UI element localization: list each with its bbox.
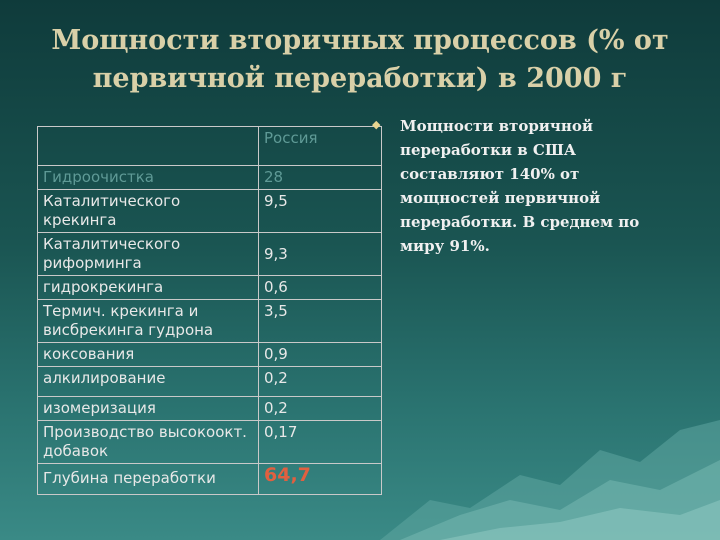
process-value-cell: 0,2 [258,366,382,397]
refining-depth-value: 64,7 [258,463,382,495]
table-row: Каталитического риформинга 9,3 [37,232,382,276]
header-cell-russia: Россия [258,126,382,166]
table-row: алкилирование 0,2 [37,366,382,397]
table-row: Термич. крекинга и висбрекинга гудрона 3… [37,299,382,343]
table-row: гидрокрекинга 0,6 [37,275,382,300]
table-row: Глубина переработки 64,7 [37,463,382,495]
process-value-cell: 28 [258,165,382,190]
table-row: Производство высокоокт. добавок 0,17 [37,420,382,464]
process-name-cell: алкилирование [37,366,259,397]
table-row: Гидроочистка 28 [37,165,382,190]
process-value-cell: 0,6 [258,275,382,300]
bullet-text: Мощности вторичной переработки в США сос… [400,117,640,255]
table-row: коксования 0,9 [37,342,382,367]
table-header-row: Россия [37,126,382,166]
process-value-cell: 9,5 [258,189,382,233]
process-name-cell: Каталитического риформинга [37,232,259,276]
process-name-cell: Каталитического крекинга [37,189,259,233]
table-row: Каталитического крекинга 9,5 [37,189,382,233]
mountain-background-decoration [380,420,720,540]
process-value-cell: 0,17 [258,420,382,464]
process-name-cell: Термич. крекинга и висбрекинга гудрона [37,299,259,343]
process-name-cell: Гидроочистка [37,165,259,190]
diamond-bullet-icon: ◆ [372,119,381,131]
process-value-cell: 0,9 [258,342,382,367]
process-name-cell: изомеризация [37,396,259,421]
process-value-cell: 9,3 [258,232,382,276]
process-name-cell: Глубина переработки [37,463,259,495]
process-value-cell: 3,5 [258,299,382,343]
process-name-cell: гидрокрекинга [37,275,259,300]
header-cell-process [37,126,259,166]
processes-table: Россия Гидроочистка 28 Каталитического к… [37,126,382,495]
process-name-cell: коксования [37,342,259,367]
process-name-cell: Производство высокоокт. добавок [37,420,259,464]
process-value-cell: 0,2 [258,396,382,421]
table-row: изомеризация 0,2 [37,396,382,421]
slide-title: Мощности вторичных процессов (% от перви… [51,25,669,94]
